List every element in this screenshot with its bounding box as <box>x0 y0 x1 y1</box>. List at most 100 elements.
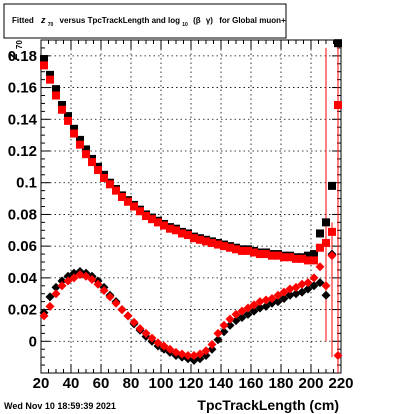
data-point-diamond <box>141 328 151 338</box>
data-point-diamond <box>105 292 115 302</box>
x-tick-label: 20 <box>33 375 50 392</box>
data-point-square <box>250 248 258 257</box>
data-point-diamond <box>45 301 55 311</box>
data-point-square <box>310 250 318 259</box>
data-point-square <box>172 226 180 235</box>
x-tick-label: 140 <box>208 375 233 392</box>
data-point-square <box>166 224 174 233</box>
x-tick-label: 120 <box>178 375 203 392</box>
y-tick-label: 0.06 <box>8 238 37 255</box>
data-point-square <box>154 218 162 227</box>
title-part-3: (β <box>193 16 201 25</box>
data-point-diamond <box>201 346 211 356</box>
y-tick-labels: 0 0.02 0.04 0.06 0.08 0.1 0.12 0.14 0.16 0.18 <box>8 48 38 350</box>
data-point-square <box>292 254 300 263</box>
title-part-sub10: 10 <box>182 22 188 28</box>
data-point-diamond <box>39 311 49 321</box>
data-point-diamond <box>237 313 247 322</box>
data-point-square <box>316 243 324 252</box>
data-point-diamond <box>249 300 259 310</box>
data-point-diamond <box>309 281 319 291</box>
data-point-square <box>196 235 204 244</box>
data-point-square <box>310 256 318 265</box>
data-point-square <box>70 129 78 138</box>
data-point-diamond <box>309 273 319 283</box>
data-point-diamond <box>291 282 301 292</box>
data-point-diamond <box>267 293 277 303</box>
data-point-square <box>280 253 288 262</box>
data-point-square <box>328 227 336 236</box>
data-point-diamond <box>57 276 67 286</box>
data-point-square <box>64 112 72 121</box>
data-point-diamond <box>129 317 139 327</box>
data-point-diamond <box>123 311 133 321</box>
plot-area: 0 0.02 0.04 0.06 0.08 0.1 0.12 0.14 0.16 0.18 20 4… <box>8 39 354 392</box>
data-point-square <box>328 181 336 190</box>
data-point-square <box>286 253 294 262</box>
data-point-square <box>238 246 246 255</box>
data-point-square <box>184 231 192 240</box>
data-point-square <box>202 237 210 246</box>
x-tick-label: 40 <box>63 375 80 392</box>
y-tick-label: 0.16 <box>8 80 37 97</box>
data-point-square <box>76 135 84 144</box>
data-point-square <box>256 250 264 259</box>
data-point-square <box>82 145 90 154</box>
data-point-diamond <box>231 309 241 319</box>
data-point-diamond <box>207 339 217 349</box>
data-point-diamond <box>195 354 205 364</box>
data-point-diamond <box>165 344 175 354</box>
y-tick-label: 0.12 <box>8 143 37 160</box>
data-point-diamond <box>279 293 289 303</box>
data-point-diamond <box>195 349 205 359</box>
data-point-square <box>130 202 138 211</box>
data-point-diamond <box>63 276 73 286</box>
data-point-diamond <box>315 278 325 288</box>
data-point-diamond <box>243 303 253 313</box>
title-part-2: versus TpcTrackLength and log <box>60 16 181 25</box>
data-point-diamond <box>57 281 67 291</box>
x-tick-label: 60 <box>93 375 110 392</box>
data-point-square <box>160 221 168 230</box>
data-point-diamond <box>117 305 127 315</box>
data-point-diamond <box>219 320 229 330</box>
y-tick-label: 0.08 <box>8 206 37 223</box>
data-point-square <box>232 245 240 254</box>
data-point-diamond <box>279 287 289 297</box>
data-point-square <box>58 105 66 114</box>
data-point-diamond <box>81 271 91 281</box>
y-axis-title-z: z <box>4 53 20 61</box>
x-tick-label: 100 <box>148 375 173 392</box>
data-point-square <box>58 101 66 110</box>
data-point-square <box>178 229 186 238</box>
data-point-square <box>124 197 132 206</box>
data-point-square <box>268 251 276 260</box>
data-point-diamond <box>99 286 109 296</box>
data-point-square <box>226 243 234 252</box>
data-point-square <box>220 242 228 251</box>
x-axis-title: TpcTrackLength (cm) <box>197 397 339 413</box>
title-part-sub70: 70 <box>48 22 54 28</box>
data-point-diamond <box>225 314 235 324</box>
grid <box>41 40 341 373</box>
data-point-diamond <box>303 278 313 288</box>
data-point-square <box>52 85 60 94</box>
data-point-square <box>112 186 120 195</box>
data-point-square <box>52 91 60 100</box>
data-point-square <box>304 251 312 260</box>
y-tick-label: 0.14 <box>8 111 38 128</box>
data-point-diamond <box>93 279 103 289</box>
title-part-5: for Global muon+ <box>219 16 286 25</box>
data-point-square <box>316 229 324 238</box>
data-point-square <box>208 238 216 247</box>
y-axis-title: z 70 <box>4 40 24 61</box>
data-point-square <box>70 124 78 133</box>
x-tick-label: 180 <box>268 375 293 392</box>
data-point-square <box>322 218 330 227</box>
data-point-square <box>214 240 222 249</box>
data-point-square <box>322 238 330 247</box>
x-tick-label: 200 <box>298 375 323 392</box>
data-point-square <box>46 70 54 79</box>
axis-ticks <box>40 40 342 373</box>
data-point-diamond <box>183 351 193 361</box>
